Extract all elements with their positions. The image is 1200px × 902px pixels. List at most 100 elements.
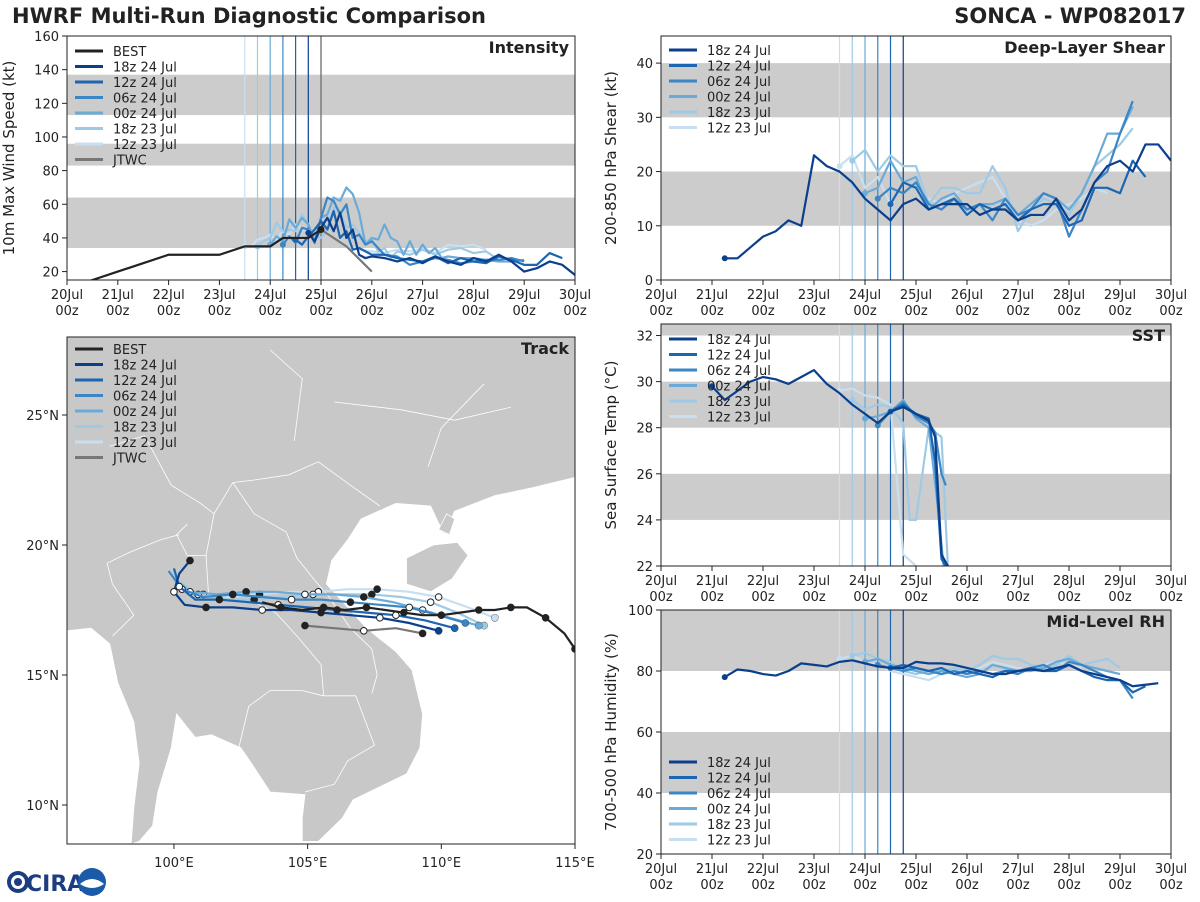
intensity-panel: 2040608010012014016020Jul00z21Jul00z22Ju… [0, 30, 591, 319]
legend-label: 18z 23 Jul [113, 421, 177, 436]
run-track-point [434, 593, 443, 601]
plot-area [67, 36, 575, 280]
legend-label: 12z 24 Jul [113, 374, 177, 389]
border-line [232, 461, 381, 507]
series-line [839, 387, 917, 566]
legend-label: 06z 24 Jul [113, 390, 177, 405]
x-tick-label: 25Jul [900, 862, 932, 877]
map-frame [66, 336, 576, 845]
jtwc-track-point [418, 629, 427, 638]
series-start-marker [836, 163, 843, 170]
x-tick-label: 20Jul [645, 862, 677, 877]
y-tick-label: 25°N [26, 409, 59, 424]
run-track-point [405, 603, 414, 612]
run-track-point [287, 595, 296, 604]
x-tick-label: 21Jul [696, 574, 728, 589]
y-tick-label: 40 [636, 787, 653, 802]
x-tick-label: 00z [649, 304, 673, 319]
shading-band [661, 381, 1171, 428]
series-start-marker [862, 190, 868, 197]
series-start-marker [849, 652, 856, 659]
series-line [711, 368, 949, 566]
x-tick-label: 23Jul [798, 288, 830, 303]
legend-label: 06z 24 Jul [113, 92, 177, 107]
x-tick-label: 00z [1006, 304, 1030, 319]
legend-label: 12z 24 Jul [707, 349, 771, 364]
x-tick-label: 26Jul [356, 288, 388, 303]
y-tick-label: 60 [636, 726, 653, 741]
x-tick-label: 20Jul [645, 574, 677, 589]
best-track-point [400, 608, 408, 617]
x-tick-label: 28Jul [1053, 862, 1085, 877]
series-line [864, 106, 1134, 217]
x-tick-label: 00z [1159, 590, 1183, 605]
y-tick-label: 20°N [26, 539, 59, 554]
panel-title: SST [1132, 326, 1165, 345]
x-tick-label: 29Jul [508, 288, 540, 303]
x-tick-label: 00z [751, 304, 775, 319]
x-tick-label: 00z [1108, 304, 1132, 319]
legend-label: 12z 24 Jul [707, 772, 771, 787]
y-axis-label: 700-500 hPa Humidity (%) [602, 633, 620, 831]
y-tick-label: 10°N [26, 799, 59, 814]
y-tick-label: 22 [636, 560, 653, 575]
x-tick-label: 28Jul [1053, 288, 1085, 303]
x-tick-label: 00z [853, 590, 877, 605]
x-tick-label: 27Jul [1002, 574, 1034, 589]
plot-area [661, 324, 1171, 566]
border-line [106, 534, 180, 637]
y-tick-label: 40 [42, 232, 59, 247]
x-tick-label: 00z [955, 590, 979, 605]
jtwc-track-point [359, 627, 368, 635]
x-tick-label: 110°E [422, 856, 462, 871]
y-tick-label: 80 [42, 165, 59, 180]
x-tick-label: 24Jul [849, 288, 881, 303]
legend-label: 12z 24 Jul [707, 60, 771, 75]
y-axis-label: 200-850 hPa Shear (kt) [602, 71, 620, 245]
x-tick-label: 00z [700, 878, 724, 893]
x-tick-label: 00z [802, 590, 826, 605]
x-tick-label: 25Jul [305, 288, 337, 303]
series-line [889, 403, 947, 566]
legend-label: 18z 24 Jul [113, 61, 177, 76]
border-line [237, 690, 324, 751]
x-tick-label: 00z [802, 304, 826, 319]
series-line [724, 659, 1159, 688]
y-axis-label: 10m Max Wind Speed (kt) [0, 61, 18, 256]
run-start-marker [451, 624, 459, 632]
legend-label: 18z 23 Jul [707, 395, 771, 410]
plot-area [661, 610, 1171, 854]
x-tick-label: 23Jul [203, 288, 235, 303]
legend-label: JTWC [112, 154, 147, 169]
main-title: HWRF Multi-Run Diagnostic Comparison [12, 4, 487, 28]
x-tick-label: 26Jul [951, 288, 983, 303]
y-tick-label: 26 [636, 468, 653, 483]
series-line [838, 154, 1108, 227]
y-tick-label: 0 [645, 274, 653, 289]
run-track-line [167, 570, 466, 625]
x-tick-label: 00z [1006, 590, 1030, 605]
x-tick-label: 00z [1057, 304, 1081, 319]
land-mass [406, 541, 469, 593]
series-start-marker [279, 241, 286, 248]
panel-title: Deep-Layer Shear [1004, 38, 1165, 57]
legend-label: 06z 24 Jul [707, 364, 771, 379]
legend-label: 00z 24 Jul [113, 405, 177, 420]
run-track-point [202, 603, 210, 612]
border-line [176, 482, 234, 556]
legend-label: 12z 23 Jul [707, 411, 771, 426]
x-tick-label: 00z [259, 304, 283, 319]
x-tick-label: 00z [904, 304, 928, 319]
land-mass [438, 513, 456, 536]
legend-label: 18z 24 Jul [707, 756, 771, 771]
series-start-marker [887, 201, 894, 208]
run-start-marker [475, 622, 483, 630]
x-tick-label: 27Jul [1002, 288, 1034, 303]
x-tick-label: 00z [1108, 878, 1132, 893]
series-start-marker [849, 397, 856, 404]
legend-label: 00z 24 Jul [113, 107, 177, 122]
best-track-point [571, 645, 575, 653]
